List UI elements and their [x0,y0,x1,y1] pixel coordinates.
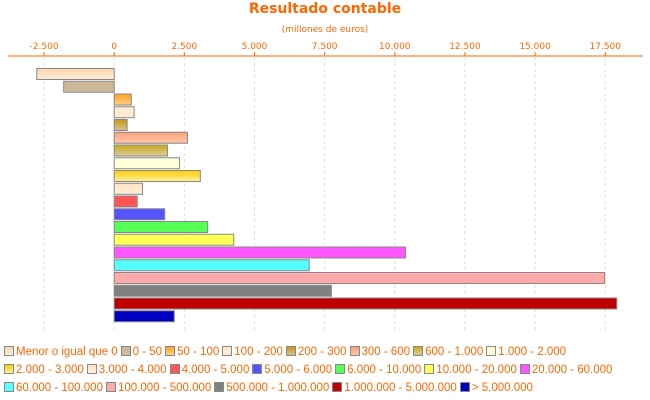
legend-item: 3.000 - 4.000 [86,361,167,379]
legend-label: 0 - 50 [132,346,163,358]
legend-label: 4.000 - 5.000 [181,364,250,376]
legend-item: 0 - 50 [120,343,163,361]
legend-item: 50 - 100 [165,343,219,361]
x-tick-label: 5.000 [242,42,268,52]
legend-label: 1.000.000 - 5.000.000 [344,382,457,394]
legend-item: 300 - 600 [349,343,411,361]
legend-label: 1.000 - 2.000 [498,346,567,358]
legend-swatch [4,382,14,392]
legend-item: > 5.000.000 [459,379,533,397]
bar-2 [113,93,132,106]
legend-label: Menor o igual que 0 [16,346,118,358]
legend-swatch [165,346,176,356]
x-tick-label: 15.000 [519,42,551,52]
legend-item: 5.000 - 6.000 [252,361,332,379]
legend-label: 500.000 - 1.000.000 [226,382,330,394]
bar-1 [63,80,115,93]
legend: Menor o igual que 0 0 - 50 50 - 100 100 - 2… [4,343,650,397]
x-tick-label: -2.500 [30,42,59,52]
legend-swatch [4,346,14,356]
legend-item: 6.000 - 10.000 [335,361,421,379]
legend-swatch [486,346,497,356]
bar-10 [113,195,138,208]
bar-9 [113,182,144,195]
legend-item: Menor o igual que 0 [4,343,118,361]
legend-swatch [424,364,435,374]
legend-swatch [332,382,343,392]
legend-swatch [349,346,360,356]
legend-swatch [335,364,346,374]
legend-label: 50 - 100 [177,346,220,358]
legend-swatch [105,382,116,392]
legend-label: 200 - 300 [297,346,347,358]
legend-label: 100 - 200 [234,346,283,358]
legend-item: 1.000.000 - 5.000.000 [332,379,457,397]
bar-15 [113,259,310,272]
legend-item: 60.000 - 100.000 [4,379,103,397]
legend-swatch [413,346,424,356]
legend-swatch [519,364,530,374]
bar-8 [113,170,201,182]
legend-label: 6.000 - 10.000 [347,364,422,376]
bar-4 [113,119,128,131]
legend-swatch [285,346,296,356]
legend-item: 100 - 200 [222,343,283,361]
x-tick-label: 10.000 [379,42,411,52]
bar-12 [113,221,209,233]
bar-18 [113,297,618,310]
bar-16 [113,272,606,284]
legend-label: 300 - 600 [361,346,411,358]
legend-item: 4.000 - 5.000 [169,361,250,379]
chart-subtitle: (millones de euros) [281,25,369,35]
legend-item: 500.000 - 1.000.000 [214,379,329,397]
x-tick-label: 17.500 [590,42,622,52]
legend-swatch [120,346,131,356]
legend-swatch [4,364,14,374]
bar-3 [113,106,135,119]
legend-swatch [214,382,225,392]
bar-chart: -2.500 0 2.500 5.000 7.500 10.000 12.500 15.000… [8,42,643,332]
legend-item: 600 - 1.000 [413,343,483,361]
x-tick-label: 0 [111,42,117,52]
legend-label: 600 - 1.000 [425,346,484,358]
legend-item: 200 - 300 [285,343,347,361]
legend-label: 5.000 - 6.000 [264,364,333,376]
legend-label: 10.000 - 20.000 [436,364,517,376]
legend-label: 2.000 - 3.000 [16,364,84,376]
legend-item: 1.000 - 2.000 [486,343,566,361]
legend-label: > 5.000.000 [471,382,533,394]
legend-label: 60.000 - 100.000 [16,382,103,394]
chart-title: Resultado contable [248,1,402,17]
legend-item: 10.000 - 20.000 [424,361,517,379]
legend-item: 100.000 - 500.000 [105,379,212,397]
legend-label: 20.000 - 60.000 [531,364,613,376]
bar-0 [36,68,115,80]
bar-14 [113,246,406,259]
legend-label: 100.000 - 500.000 [117,382,212,394]
x-tick-label: 12.500 [449,42,481,52]
legend-swatch [169,364,180,374]
bar-7 [113,157,181,170]
bar-17 [113,284,332,297]
legend-swatch [252,364,263,374]
legend-swatch [459,382,470,392]
legend-swatch [86,364,97,374]
bar-5 [113,131,188,144]
x-tick-label: 7.500 [312,42,338,52]
legend-item: 20.000 - 60.000 [519,361,613,379]
legend-item: 2.000 - 3.000 [4,361,84,379]
bar-13 [113,233,235,246]
x-tick-label: 2.500 [171,42,197,52]
legend-label: 3.000 - 4.000 [98,364,167,376]
legend-swatch [222,346,233,356]
bar-11 [113,208,166,221]
bar-6 [113,144,169,157]
bar-19 [113,310,175,323]
